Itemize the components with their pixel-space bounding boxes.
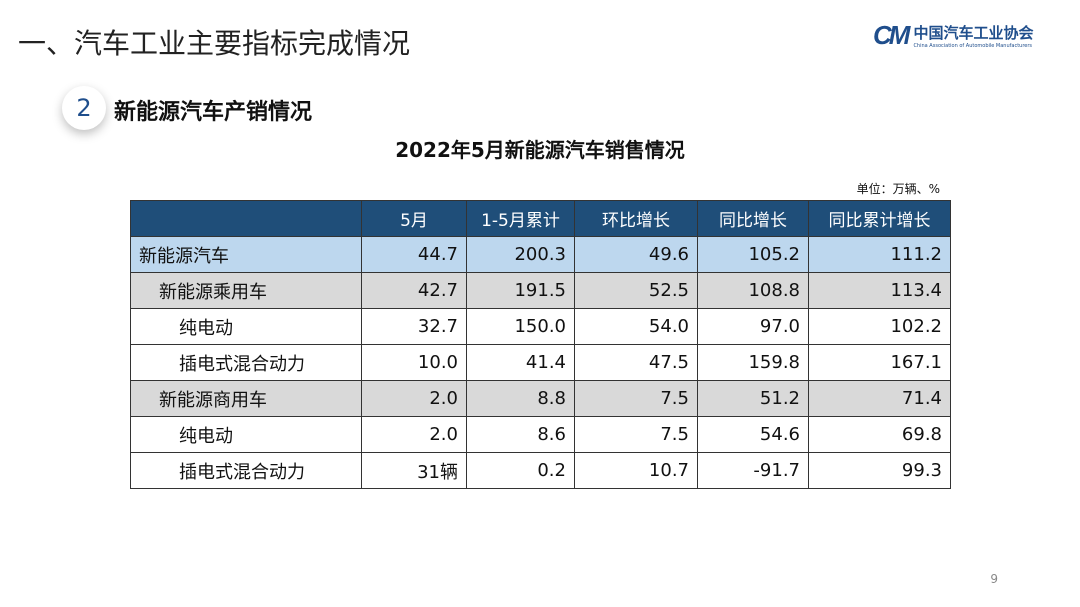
logo-mark-icon: CM: [873, 20, 910, 50]
table-cell: 97.0: [697, 308, 809, 345]
table-cell: 51.2: [697, 380, 809, 417]
table-cell: 42.7: [361, 272, 467, 309]
table-cell: 150.0: [466, 308, 575, 345]
table-cell: 8.6: [466, 416, 575, 453]
table-cell: 44.7: [361, 236, 467, 273]
table-row: 新能源乘用车 42.7 191.5 52.5 108.8 113.4: [130, 272, 951, 309]
table-cell: 10.7: [574, 452, 698, 489]
table-row: 插电式混合动力 31辆 0.2 10.7 -91.7 99.3: [130, 452, 951, 489]
table-cell: 105.2: [697, 236, 809, 273]
table-title: 2022年5月新能源汽车销售情况: [395, 138, 685, 162]
table-row: 新能源汽车 44.7 200.3 49.6 105.2 111.2: [130, 236, 951, 273]
table-cell: 113.4: [808, 272, 951, 309]
table-cell: 8.8: [466, 380, 575, 417]
column-header: 1-5月累计: [466, 200, 575, 237]
table-cell: 71.4: [808, 380, 951, 417]
table-cell: 10.0: [361, 344, 467, 381]
logo-cn: 中国汽车工业协会: [913, 24, 1034, 42]
table-cell: 0.2: [466, 452, 575, 489]
table-cell: 111.2: [808, 236, 951, 273]
table-cell: 49.6: [574, 236, 698, 273]
table-cell: 31辆: [361, 452, 467, 489]
table-cell: 2.0: [361, 380, 467, 417]
caam-logo: CM 中国汽车工业协会 China Association of Automob…: [873, 20, 1033, 51]
table-cell: 32.7: [361, 308, 467, 345]
table-cell: -91.7: [697, 452, 809, 489]
table-cell: 7.5: [574, 416, 698, 453]
table-cell: 52.5: [574, 272, 698, 309]
table-row: 新能源商用车 2.0 8.8 7.5 51.2 71.4: [130, 380, 951, 417]
table-header-row: 5月 1-5月累计 环比增长 同比增长 同比累计增长: [130, 200, 951, 237]
table-cell: 7.5: [574, 380, 698, 417]
slide-title: 一、汽车工业主要指标完成情况: [18, 27, 411, 60]
table-cell: 167.1: [808, 344, 951, 381]
table-cell: 54.6: [697, 416, 809, 453]
column-header: 同比累计增长: [808, 200, 951, 237]
row-label: 新能源商用车: [130, 380, 362, 417]
logo-en: China Association of Automobile Manufact…: [913, 43, 1033, 49]
table-cell: 2.0: [361, 416, 467, 453]
row-label: 纯电动: [130, 416, 362, 453]
unit-label: 单位：万辆、%: [856, 182, 940, 196]
row-label: 插电式混合动力: [130, 344, 362, 381]
column-header: 5月: [361, 200, 467, 237]
row-label: 新能源汽车: [130, 236, 362, 273]
row-label: 新能源乘用车: [130, 272, 362, 309]
section-number: 2: [62, 86, 106, 130]
table-cell: 102.2: [808, 308, 951, 345]
table-cell: 69.8: [808, 416, 951, 453]
table-cell: 47.5: [574, 344, 698, 381]
row-label: 插电式混合动力: [130, 452, 362, 489]
table-cell: 99.3: [808, 452, 951, 489]
table-cell: 191.5: [466, 272, 575, 309]
table-cell: 159.8: [697, 344, 809, 381]
table-row: 纯电动 32.7 150.0 54.0 97.0 102.2: [130, 308, 951, 345]
column-header: 环比增长: [574, 200, 698, 237]
section-title: 新能源汽车产销情况: [114, 100, 313, 125]
table-row: 纯电动 2.0 8.6 7.5 54.6 69.8: [130, 416, 951, 453]
table-cell: 54.0: [574, 308, 698, 345]
row-label: 纯电动: [130, 308, 362, 345]
sales-table: 5月 1-5月累计 环比增长 同比增长 同比累计增长 新能源汽车 44.7 200.3 49.…: [130, 200, 951, 489]
column-header: [130, 200, 362, 237]
table-row: 插电式混合动力 10.0 41.4 47.5 159.8 167.1: [130, 344, 951, 381]
table-cell: 200.3: [466, 236, 575, 273]
table-cell: 108.8: [697, 272, 809, 309]
table-cell: 41.4: [466, 344, 575, 381]
column-header: 同比增长: [697, 200, 809, 237]
page-number: 9: [990, 572, 998, 586]
